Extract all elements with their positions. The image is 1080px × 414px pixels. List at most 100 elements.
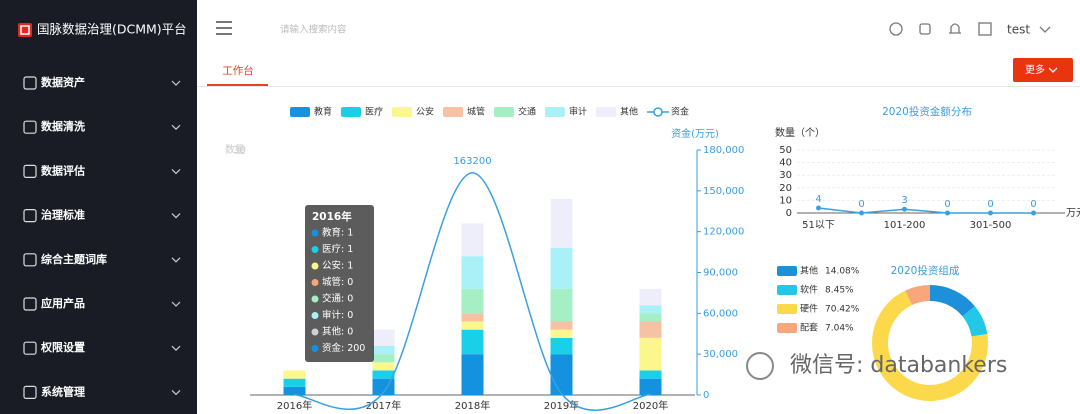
chart-title: 2020投资金额分布 — [882, 105, 972, 118]
legend-label[interactable]: 城管 — [467, 106, 485, 118]
line — [818, 207, 1034, 214]
menu-item[interactable]: 数据清洗 — [41, 119, 85, 133]
legend-label[interactable]: 配套 — [800, 322, 818, 334]
menu-item[interactable]: 权限设置 — [40, 340, 85, 354]
menu-icon — [23, 253, 37, 267]
search-input[interactable]: 请输入搜索内容 — [280, 24, 347, 36]
legend-label[interactable]: 资金 — [671, 106, 689, 118]
user-caret[interactable] — [1039, 26, 1051, 33]
x-tick-label: 2020年 — [633, 399, 668, 412]
y2-tick-label: 120,000 — [703, 227, 744, 238]
more-button-label[interactable]: 更多 — [1025, 63, 1045, 76]
bar-segment — [639, 337, 662, 371]
data-label: 0 — [987, 199, 993, 210]
bar-segment — [550, 337, 573, 355]
tooltip-dot — [311, 328, 319, 336]
menu-caret — [171, 213, 181, 219]
legend-swatch — [392, 107, 412, 117]
tooltip-row: 资金: 200 — [322, 342, 365, 354]
legend-label[interactable]: 公安 — [416, 106, 434, 118]
pie-slice — [962, 306, 988, 337]
legend-label[interactable]: 软件 — [800, 284, 818, 296]
legend-swatch — [777, 285, 797, 295]
user-name[interactable]: test — [1007, 23, 1030, 37]
menu-item[interactable]: 数据评估 — [41, 163, 85, 177]
legend-label[interactable]: 其他 — [800, 265, 818, 277]
y2-axis-title: 资金(万元) — [671, 127, 719, 140]
menu-item[interactable]: 系统管理 — [41, 384, 85, 398]
point — [902, 206, 907, 212]
legend-label[interactable]: 硬件 — [800, 303, 818, 315]
legend-label[interactable]: 审计 — [569, 106, 587, 118]
menu-icon — [23, 385, 37, 399]
legend-swatch — [290, 107, 310, 117]
data-label: 4 — [815, 194, 821, 205]
y-tick-label: 20 — [779, 183, 792, 194]
tooltip-row: 交通: 0 — [322, 293, 353, 305]
bar-segment — [461, 288, 484, 314]
menu-icon — [23, 76, 37, 90]
more-button[interactable] — [1013, 58, 1073, 82]
bell-icon[interactable] — [949, 23, 961, 34]
bar-segment — [550, 248, 573, 289]
lock-icon[interactable] — [919, 23, 931, 35]
toolbar-icons — [889, 22, 1051, 36]
bar-segment — [461, 354, 484, 395]
pie-slice — [905, 285, 930, 306]
legend-swatch — [341, 107, 361, 117]
menu-caret — [171, 389, 181, 396]
y-tick-label: 40 — [779, 158, 792, 169]
data-label: 163200 — [453, 156, 491, 167]
bar-segment — [461, 256, 484, 289]
tooltip-dot — [311, 345, 319, 352]
menu-item[interactable]: 治理标准 — [41, 208, 85, 222]
point — [816, 205, 821, 211]
legend-value: 14.08% — [825, 267, 860, 277]
line — [294, 172, 651, 411]
bar-segment — [372, 354, 395, 363]
bar-segment — [550, 329, 573, 338]
tab[interactable]: 工作台 — [222, 64, 254, 77]
menu-caret — [171, 168, 181, 175]
menu-item[interactable]: 应用产品 — [41, 296, 85, 310]
sidebar — [0, 0, 197, 414]
legend-label[interactable]: 其他 — [620, 106, 638, 118]
legend-swatch — [545, 107, 565, 117]
legend-label[interactable]: 医疗 — [365, 106, 383, 118]
tooltip-row: 城管: 0 — [322, 276, 353, 288]
menu-item[interactable]: 综合主题词库 — [41, 252, 107, 266]
history-icon[interactable] — [889, 22, 903, 36]
point — [859, 210, 864, 216]
y-tick-label: 30 — [233, 145, 246, 156]
tooltip-row: 公安: 1 — [322, 260, 353, 272]
menu-caret — [171, 345, 181, 352]
menu-caret — [171, 124, 181, 131]
tooltip: 2016年 教育: 1 医疗: 1 公安: 1 城管: 0 交通: 0 审计: 0 其他: … — [305, 205, 374, 362]
bar-segment — [550, 354, 573, 395]
pie-slice — [930, 285, 975, 317]
tooltip-dot — [311, 246, 319, 253]
bar-segment — [639, 288, 662, 306]
data-label: 0 — [944, 199, 950, 210]
x-tick-label: 101-200 — [884, 220, 926, 231]
logo-mark — [20, 25, 30, 35]
legend-label[interactable]: 交通 — [518, 106, 536, 118]
tooltip-row: 审计: 0 — [322, 309, 353, 321]
bar-segment — [639, 370, 662, 379]
bar-segment — [461, 329, 484, 355]
tooltip-title: 2016年 — [312, 210, 352, 223]
legend-label[interactable]: 教育 — [314, 106, 332, 118]
tooltip-dot — [311, 295, 319, 303]
bar-segment — [283, 378, 306, 387]
fullscreen-icon[interactable] — [978, 22, 992, 36]
tooltip-row: 医疗: 1 — [322, 243, 353, 255]
legend-swatch — [777, 304, 797, 314]
menu-icon — [23, 297, 37, 311]
logo — [18, 23, 32, 37]
hamburger[interactable] — [216, 21, 232, 35]
bar-segment — [283, 370, 306, 379]
y-tick-label: 50 — [779, 145, 792, 156]
menu-item[interactable]: 数据资产 — [41, 75, 85, 89]
